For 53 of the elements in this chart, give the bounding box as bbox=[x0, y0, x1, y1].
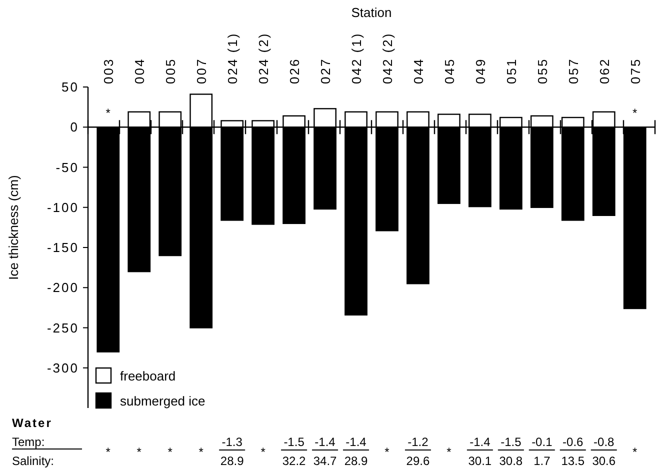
x-tick-label: 004 bbox=[132, 58, 148, 84]
text: -1.4 34.7 bbox=[313, 435, 338, 468]
text: * bbox=[136, 445, 142, 459]
x-tick-label: 027 bbox=[318, 58, 334, 84]
text: -0.1 1.7 bbox=[532, 435, 553, 468]
text: Water bbox=[12, 416, 52, 430]
text: Salinity: bbox=[12, 454, 54, 468]
legend-label: freeboard bbox=[120, 368, 176, 384]
x-tick-label: 042 (2) bbox=[380, 32, 395, 84]
x-tick-label: 045 bbox=[442, 58, 457, 84]
annotation: * bbox=[106, 106, 111, 120]
y-tick-label: 50 bbox=[62, 80, 79, 95]
text: * bbox=[384, 445, 390, 459]
x-tick-label: 055 bbox=[534, 58, 550, 84]
text: -0.6 13.5 bbox=[561, 435, 585, 468]
chart-title: Station bbox=[351, 5, 392, 20]
x-tick-label: 005 bbox=[163, 58, 178, 84]
text: -0.8 30.6 bbox=[592, 435, 616, 468]
y-tick-label: -300 bbox=[46, 360, 79, 376]
text: * bbox=[198, 445, 204, 459]
text: -1.3 28.9 bbox=[220, 435, 244, 468]
text: * bbox=[168, 445, 173, 459]
y-tick-label: -50 bbox=[56, 160, 79, 175]
text: * bbox=[260, 445, 266, 459]
x-tick-label: 024 (1) bbox=[225, 32, 240, 84]
legend-label: submerged ice bbox=[120, 394, 206, 409]
x-tick-label: 044 bbox=[410, 58, 426, 84]
text: -1.2 29.6 bbox=[406, 435, 430, 468]
text: * bbox=[106, 445, 111, 459]
x-tick-label: 007 bbox=[194, 58, 210, 84]
x-tick-label: 042 (1) bbox=[349, 32, 364, 84]
y-tick-label: 0 bbox=[70, 120, 79, 135]
text: * bbox=[632, 445, 638, 459]
y-tick-label: -150 bbox=[46, 240, 79, 256]
annotation: * bbox=[632, 106, 638, 120]
y-tick-label: -200 bbox=[46, 280, 79, 296]
text: Temp: bbox=[12, 435, 45, 449]
y-axis-title: Ice thickness (cm) bbox=[6, 175, 21, 280]
text: * bbox=[446, 445, 452, 459]
text: -1.4 30.1 bbox=[468, 435, 492, 468]
x-tick-label: 026 bbox=[287, 58, 302, 84]
text: -1.4 28.9 bbox=[344, 435, 368, 468]
x-tick-label: 062 bbox=[596, 58, 612, 84]
x-tick-label: 051 bbox=[504, 58, 519, 84]
x-tick-label: 003 bbox=[101, 58, 116, 84]
text: -1.5 30.8 bbox=[499, 435, 523, 468]
y-tick-label: -100 bbox=[46, 200, 79, 215]
x-tick-label: 024 (2) bbox=[256, 32, 272, 84]
x-tick-label: 049 bbox=[472, 58, 488, 84]
text: -1.5 32.2 bbox=[282, 435, 306, 468]
y-tick-label: -250 bbox=[46, 320, 79, 336]
x-tick-label: 075 bbox=[628, 58, 643, 84]
x-tick-label: 057 bbox=[566, 58, 581, 84]
